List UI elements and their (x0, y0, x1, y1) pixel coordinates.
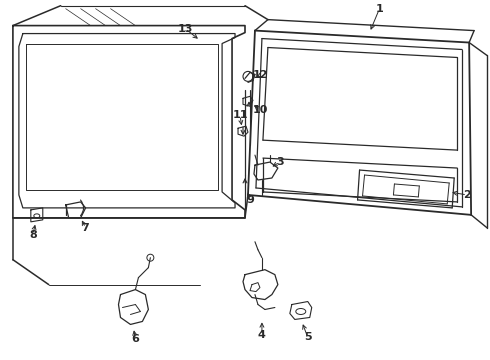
Text: 6: 6 (131, 334, 139, 345)
Text: 10: 10 (252, 105, 268, 115)
Text: 2: 2 (463, 190, 471, 200)
Text: 1: 1 (376, 4, 383, 14)
Text: 8: 8 (29, 230, 37, 240)
Text: 5: 5 (304, 332, 312, 342)
Text: 11: 11 (232, 110, 248, 120)
Text: 3: 3 (276, 157, 284, 167)
Text: 7: 7 (82, 223, 90, 233)
Text: 13: 13 (177, 24, 193, 33)
Text: 12: 12 (252, 71, 268, 80)
Text: 4: 4 (258, 330, 266, 341)
Text: 9: 9 (246, 195, 254, 205)
